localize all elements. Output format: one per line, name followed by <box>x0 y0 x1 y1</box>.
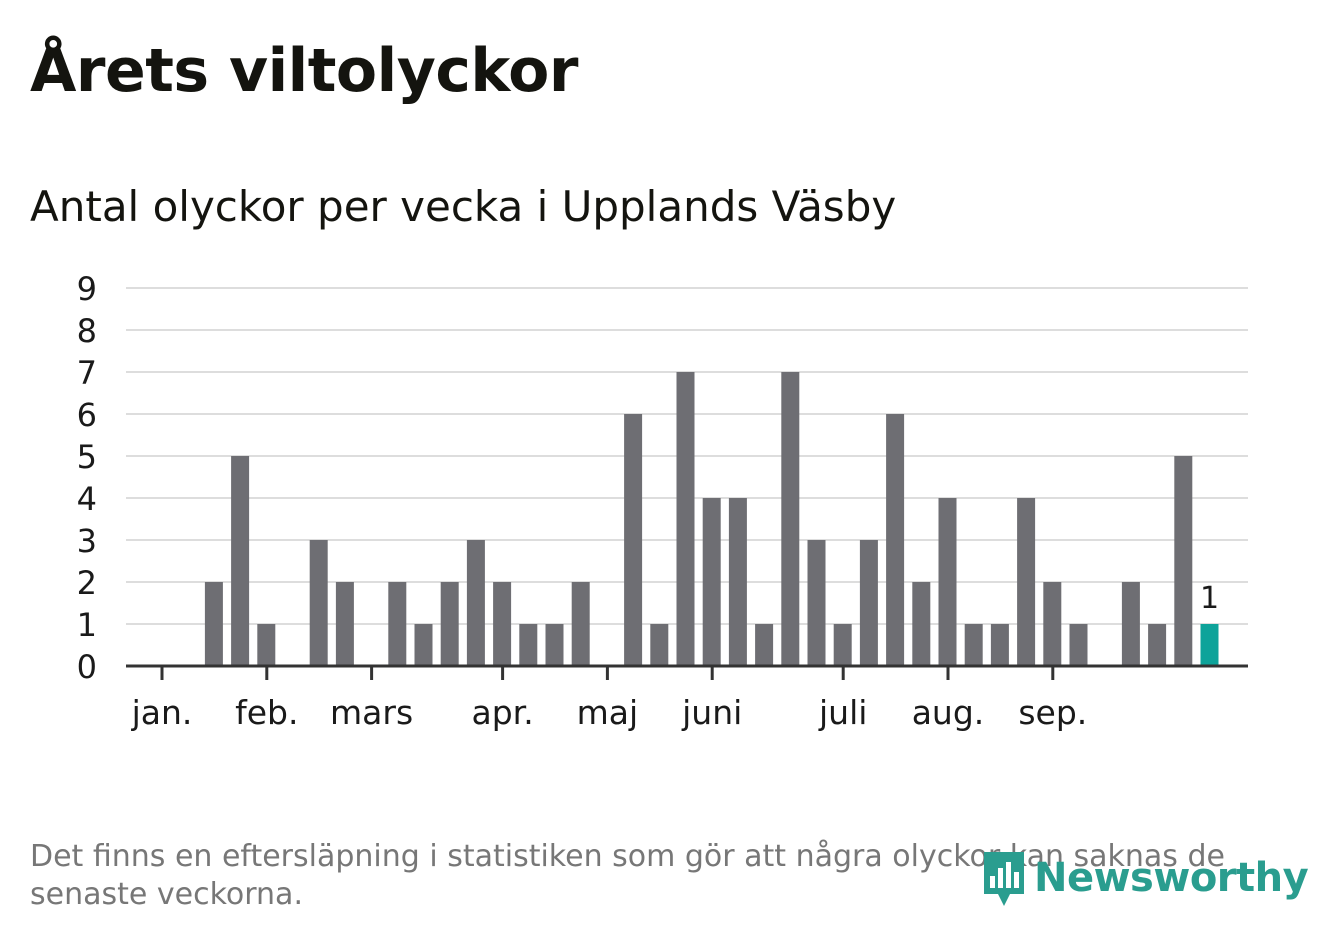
bar <box>571 582 590 666</box>
bar <box>886 414 905 666</box>
bar <box>755 624 774 666</box>
bar <box>1069 624 1088 666</box>
footnote: Det finns en eftersläpning i statistiken… <box>30 839 1225 912</box>
bar <box>204 582 223 666</box>
y-tick-label: 9 <box>77 270 97 308</box>
y-tick-label: 1 <box>77 606 97 644</box>
bar <box>1148 624 1167 666</box>
bar <box>1121 582 1140 666</box>
brand-name: Newsworthy <box>1034 855 1309 901</box>
y-tick-label: 3 <box>77 522 97 560</box>
x-tick-label: juni <box>681 693 742 732</box>
y-tick-label: 4 <box>77 480 97 518</box>
bar <box>781 372 800 666</box>
bar <box>309 540 328 666</box>
newsworthy-logo-icon <box>984 852 1024 906</box>
y-tick-label: 2 <box>77 564 97 602</box>
bar <box>440 582 459 666</box>
bar <box>990 624 1009 666</box>
x-tick-label: apr. <box>471 693 533 732</box>
bar-highlight <box>1200 624 1219 666</box>
newsworthy-logo: Newsworthy <box>980 846 1309 910</box>
bar <box>1174 456 1193 666</box>
bars <box>204 372 1219 666</box>
bar <box>466 540 485 666</box>
bar <box>335 582 354 666</box>
x-tick-label: maj <box>577 693 639 732</box>
y-axis-ticks: 0 1 2 3 4 5 6 7 8 9 <box>77 270 97 686</box>
x-tick-label: sep. <box>1018 693 1087 732</box>
bar-chart: 0 1 2 3 4 5 6 7 8 9 1 jan. feb. mars apr. maj juni juli… <box>77 270 1248 732</box>
y-tick-label: 8 <box>77 312 97 350</box>
bar <box>493 582 512 666</box>
chart-title: Årets viltolyckor <box>30 36 579 106</box>
bar <box>257 624 276 666</box>
data-labels: 1 <box>1200 581 1219 616</box>
bar <box>676 372 695 666</box>
x-tick-label: jan. <box>131 693 193 732</box>
x-tick-label: feb. <box>235 693 298 732</box>
bar <box>728 498 747 666</box>
x-axis-ticks: jan. feb. mars apr. maj juni juli aug. sep. <box>131 666 1087 732</box>
x-tick-label: aug. <box>912 693 985 732</box>
bar <box>519 624 538 666</box>
bar <box>624 414 643 666</box>
x-tick-label: juli <box>818 693 867 732</box>
bar <box>1017 498 1036 666</box>
bar <box>833 624 852 666</box>
bar <box>414 624 433 666</box>
bar <box>545 624 564 666</box>
y-tick-label: 7 <box>77 354 97 392</box>
bar <box>964 624 983 666</box>
bar <box>231 456 250 666</box>
bar <box>388 582 407 666</box>
bar <box>938 498 957 666</box>
data-label: 1 <box>1200 581 1219 616</box>
bar <box>1043 582 1062 666</box>
y-tick-label: 6 <box>77 396 97 434</box>
bar <box>702 498 721 666</box>
bar <box>650 624 669 666</box>
bar <box>807 540 826 666</box>
bar <box>912 582 931 666</box>
x-tick-label: mars <box>330 693 413 732</box>
y-tick-label: 0 <box>77 648 97 686</box>
chart-subtitle: Antal olyckor per vecka i Upplands Väsby <box>30 182 897 231</box>
bar <box>859 540 878 666</box>
y-tick-label: 5 <box>77 438 97 476</box>
